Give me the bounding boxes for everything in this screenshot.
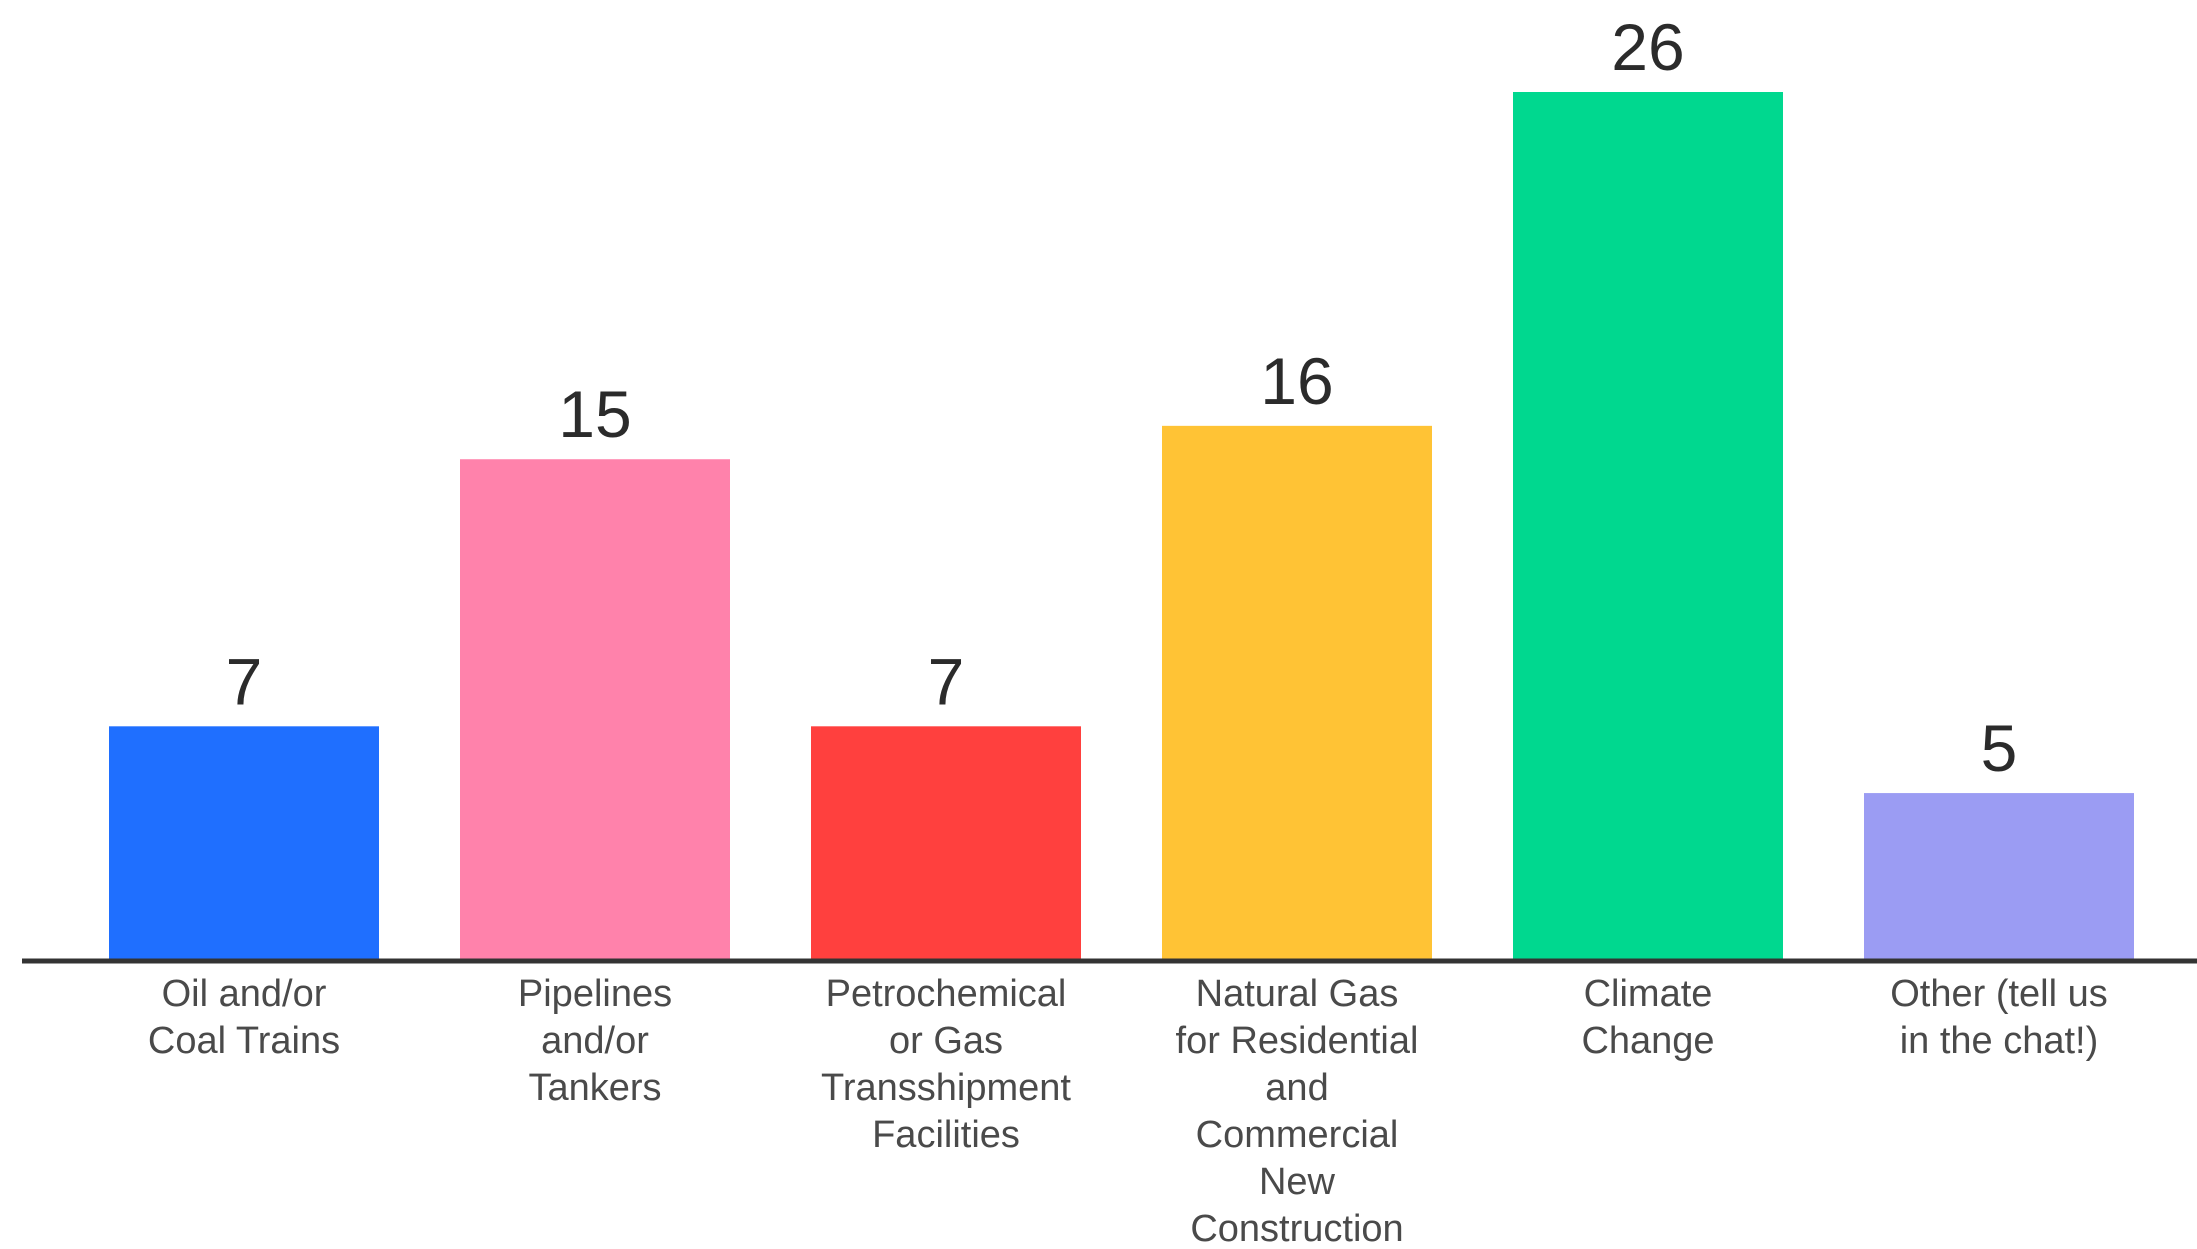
category-label-line: Facilities [872, 1114, 1020, 1156]
value-label-3: 7 [928, 644, 965, 718]
category-label-3: Petrochemical or Gas Transshipment Faciliti… [821, 973, 1071, 1156]
value-label-5: 26 [1611, 10, 1684, 84]
category-label-line: Commercial [1196, 1114, 1399, 1156]
category-label-4: Natural Gas for Residential and Commercial N… [1176, 973, 1419, 1249]
category-label-line: Natural Gas [1196, 973, 1399, 1015]
category-label-line: Petrochemical [826, 973, 1067, 1015]
bar-2 [460, 459, 730, 960]
category-labels-layer: Oil and/or Coal Trains Pipelines and/or Tank… [148, 973, 2108, 1249]
category-label-line: and/or [541, 1020, 649, 1062]
category-label-line: in the chat!) [1900, 1020, 2099, 1062]
category-label-line: Transshipment [821, 1067, 1071, 1109]
bar-5 [1513, 92, 1783, 960]
bar-4 [1162, 425, 1432, 960]
bar-1 [109, 726, 379, 960]
bar-6 [1864, 793, 2134, 960]
category-label-line: Coal Trains [148, 1020, 340, 1062]
value-label-2: 15 [558, 377, 631, 451]
category-label-line: Oil and/or [162, 973, 327, 1015]
category-label-line: Construction [1190, 1208, 1403, 1249]
category-label-line: for Residential [1176, 1020, 1419, 1062]
category-label-line: Pipelines [518, 973, 672, 1015]
category-label-6: Other (tell us in the chat!) [1890, 973, 2108, 1062]
category-label-5: Climate Change [1581, 973, 1714, 1062]
bar-3 [811, 726, 1081, 960]
category-label-line: Tankers [528, 1067, 661, 1109]
bars-layer [109, 92, 2134, 960]
category-label-line: Other (tell us [1890, 973, 2108, 1015]
category-label-line: New [1259, 1161, 1336, 1203]
category-label-line: Change [1581, 1020, 1714, 1062]
value-label-4: 16 [1260, 344, 1333, 418]
value-label-1: 7 [226, 644, 263, 718]
category-label-line: Climate [1584, 973, 1713, 1015]
category-label-2: Pipelines and/or Tankers [518, 973, 672, 1109]
category-label-line: or Gas [889, 1020, 1003, 1062]
category-label-1: Oil and/or Coal Trains [148, 973, 340, 1062]
value-label-6: 5 [1981, 711, 2018, 785]
category-label-line: and [1265, 1067, 1328, 1109]
value-labels-layer: 7 15 7 16 26 5 [226, 10, 2018, 785]
